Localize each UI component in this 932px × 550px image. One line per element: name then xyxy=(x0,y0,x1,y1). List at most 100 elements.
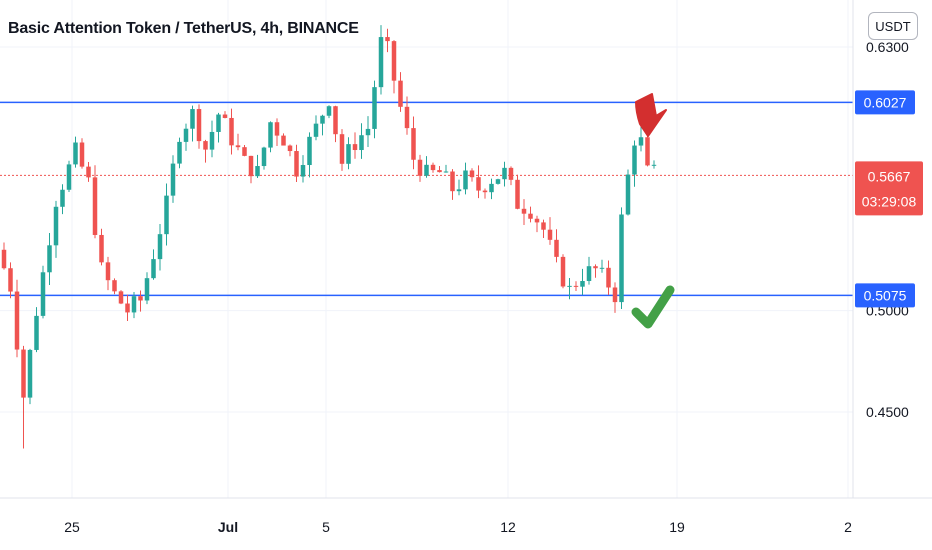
candle-body xyxy=(625,174,631,215)
candle-body xyxy=(346,144,351,164)
candle-up xyxy=(183,123,189,151)
candle-body xyxy=(222,114,228,118)
grid xyxy=(0,0,853,498)
candle-body xyxy=(66,164,72,190)
candle-up xyxy=(40,265,46,319)
candle-up xyxy=(463,162,468,195)
candle-down xyxy=(14,279,20,358)
candle-body xyxy=(47,245,52,273)
candle-down xyxy=(411,116,416,170)
candle-down xyxy=(645,131,650,167)
candle-down xyxy=(352,132,358,159)
candle-body xyxy=(86,166,91,178)
candle-down xyxy=(229,108,234,155)
candle-up xyxy=(586,256,592,285)
candle-up xyxy=(326,105,332,119)
time-axis[interactable]: 25 Jul 5 12 19 2 xyxy=(64,519,852,535)
candle-body xyxy=(320,115,325,124)
candle-body xyxy=(443,171,449,173)
candle-body xyxy=(112,280,117,292)
candle-body xyxy=(560,256,566,287)
candle-down xyxy=(125,294,130,321)
candle-down xyxy=(612,282,618,313)
annotations xyxy=(631,93,675,329)
candle-down xyxy=(476,165,481,199)
candle-body xyxy=(593,266,598,269)
candle-down xyxy=(21,345,26,449)
candle-down xyxy=(417,154,423,182)
candle-body xyxy=(586,266,592,282)
candle-down xyxy=(515,174,520,210)
candle-down xyxy=(528,206,533,223)
candle-body xyxy=(157,234,163,260)
candle-down xyxy=(333,105,338,143)
arrow-down-icon xyxy=(635,93,667,137)
candle-down xyxy=(593,264,598,278)
candle-up xyxy=(495,178,501,185)
candle-body xyxy=(508,167,514,180)
candle-down xyxy=(508,166,514,186)
price-tags: 0.6027 0.5075 0.5667 03:29:08 xyxy=(855,90,923,308)
candle-down xyxy=(248,155,254,184)
candle-down xyxy=(339,129,345,171)
currency-button[interactable]: USDT xyxy=(868,12,918,40)
candle-body xyxy=(281,135,286,146)
candle-body xyxy=(40,272,46,316)
candle-body xyxy=(645,137,650,166)
candle-body xyxy=(14,291,20,350)
candle-down xyxy=(118,290,124,305)
level-price-tag xyxy=(855,283,915,308)
candle-down xyxy=(560,254,566,289)
candle-down xyxy=(8,262,13,299)
candle-body xyxy=(177,141,182,164)
candle-body xyxy=(365,128,371,136)
candle-body xyxy=(53,206,59,246)
candle-up xyxy=(177,137,182,169)
candle-body xyxy=(398,80,403,107)
candle-body xyxy=(580,281,585,287)
candle-body xyxy=(73,142,78,165)
candle-body xyxy=(651,164,657,166)
candle-body xyxy=(190,109,195,129)
time-tick-label: 2 xyxy=(844,519,852,535)
candle-down xyxy=(404,96,410,135)
candle-body xyxy=(203,141,208,150)
candle-body xyxy=(352,144,358,151)
candle-body xyxy=(430,164,436,171)
candle-body xyxy=(34,315,39,350)
candle-body xyxy=(242,147,247,156)
candle-up xyxy=(66,160,72,192)
candle-body xyxy=(307,136,312,166)
current-price-label: 0.5667 xyxy=(868,168,911,184)
candle-down xyxy=(437,166,442,173)
candle-body xyxy=(170,163,176,196)
candles xyxy=(1,25,657,449)
candle-body xyxy=(131,296,137,313)
candle-body xyxy=(164,195,169,235)
candle-body xyxy=(632,145,637,175)
candle-body xyxy=(79,142,85,167)
candle-body xyxy=(268,122,273,148)
checkmark-icon xyxy=(631,285,675,329)
candle-up xyxy=(651,160,657,169)
candle-up xyxy=(580,268,585,295)
candle-body xyxy=(151,259,156,279)
candle-down xyxy=(573,281,579,291)
candle-up xyxy=(372,80,377,139)
candle-up xyxy=(131,291,137,319)
candle-down xyxy=(79,138,85,169)
candle-down xyxy=(203,139,208,163)
candle-body xyxy=(333,106,338,135)
candle-body xyxy=(209,131,215,150)
candle-body xyxy=(378,37,384,88)
level-price-label: 0.6027 xyxy=(864,94,907,110)
candle-down xyxy=(138,290,143,312)
candle-up xyxy=(489,178,494,200)
candle-down xyxy=(521,199,527,226)
candle-up xyxy=(424,156,429,178)
candle-body xyxy=(612,287,618,303)
candle-up xyxy=(313,115,319,141)
candle-up xyxy=(632,140,637,187)
candle-body xyxy=(196,109,202,142)
